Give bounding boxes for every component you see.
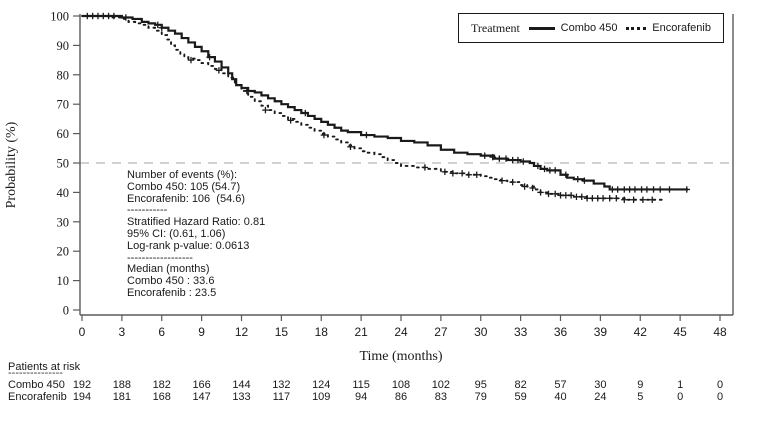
legend-item-combo-450: Combo 450 bbox=[528, 22, 618, 34]
x-tick-label: 24 bbox=[394, 325, 408, 339]
risk-value: 144 bbox=[232, 379, 251, 391]
risk-value: 24 bbox=[594, 391, 607, 403]
risk-value: 82 bbox=[514, 379, 527, 391]
risk-value: 108 bbox=[391, 379, 411, 391]
x-tick-label: 27 bbox=[434, 325, 448, 339]
x-tick-label: 45 bbox=[673, 325, 687, 339]
risk-value: 59 bbox=[514, 391, 527, 403]
x-tick-label: 18 bbox=[315, 325, 329, 339]
risk-value: 0 bbox=[677, 391, 684, 403]
legend-title: Treatment bbox=[471, 20, 520, 35]
y-tick-label: 40 bbox=[57, 186, 70, 200]
x-tick-label: 0 bbox=[79, 325, 86, 339]
y-axis-title: Probability (%) bbox=[4, 121, 19, 209]
x-tick-label: 36 bbox=[554, 325, 568, 339]
x-tick-label: 39 bbox=[594, 325, 608, 339]
legend: Treatment Combo 450 Encorafenib bbox=[458, 13, 724, 43]
risk-value: 0 bbox=[716, 379, 724, 391]
risk-value: 132 bbox=[272, 379, 291, 391]
risk-value: 147 bbox=[192, 391, 211, 403]
x-tick-label: 12 bbox=[235, 325, 249, 339]
risk-table-separator: --------------- bbox=[8, 369, 63, 378]
risk-row-label: Combo 450 bbox=[8, 379, 65, 391]
annotation-line: Log-rank p-value: 0.0613 bbox=[127, 239, 250, 252]
annotation-line: Stratified Hazard Ratio: 0.81 bbox=[127, 216, 266, 229]
risk-value: 79 bbox=[474, 391, 487, 403]
annotation-line: Combo 450: 105 (54.7) bbox=[127, 180, 241, 193]
annotation-line: Encorafenib : 23.5 bbox=[127, 286, 217, 299]
risk-value: 117 bbox=[272, 391, 291, 403]
y-tick-label: 90 bbox=[57, 39, 70, 53]
risk-value: 57 bbox=[554, 379, 567, 391]
annotation-line: ----------- bbox=[127, 204, 168, 217]
risk-value: 182 bbox=[152, 379, 171, 391]
x-tick-label: 33 bbox=[514, 325, 528, 339]
risk-value: 194 bbox=[72, 391, 92, 403]
risk-value: 181 bbox=[112, 391, 132, 403]
annotation-line: Median (months) bbox=[127, 263, 210, 276]
risk-value: 0 bbox=[716, 391, 724, 403]
risk-value: 109 bbox=[312, 391, 331, 403]
x-tick-label: 42 bbox=[634, 325, 648, 339]
annotation-line: Encorafenib: 106 (54.6) bbox=[127, 192, 246, 205]
annotation-line: ------------------ bbox=[127, 251, 193, 264]
risk-value: 133 bbox=[232, 391, 251, 403]
risk-value: 115 bbox=[352, 379, 370, 391]
risk-value: 1 bbox=[677, 379, 684, 391]
risk-value: 40 bbox=[554, 391, 567, 403]
y-tick-label: 30 bbox=[57, 215, 70, 229]
annotation-line: Combo 450 : 33.6 bbox=[127, 275, 215, 288]
risk-value: 86 bbox=[394, 391, 408, 403]
x-tick-label: 15 bbox=[275, 325, 289, 339]
risk-value: 124 bbox=[312, 379, 331, 391]
risk-value: 95 bbox=[474, 379, 487, 391]
y-tick-label: 0 bbox=[63, 304, 69, 318]
solid-line-sample-icon bbox=[528, 26, 555, 30]
risk-value: 83 bbox=[434, 391, 447, 403]
x-tick-label: 21 bbox=[354, 325, 368, 339]
km-curve-combo-450 bbox=[82, 14, 689, 191]
y-tick-label: 60 bbox=[57, 127, 70, 141]
x-tick-label: 3 bbox=[119, 325, 126, 339]
x-tick-label: 9 bbox=[198, 325, 205, 339]
risk-value: 192 bbox=[72, 379, 92, 391]
risk-row-label: Encorafenib bbox=[8, 391, 67, 403]
y-tick-label: 70 bbox=[57, 98, 70, 112]
y-tick-label: 100 bbox=[50, 10, 69, 24]
x-tick-label: 48 bbox=[713, 325, 727, 339]
annotation-line: Number of events (%): bbox=[127, 169, 238, 181]
legend-label-combo-450: Combo 450 bbox=[560, 22, 618, 34]
y-tick-label: 10 bbox=[57, 274, 70, 288]
risk-value: 9 bbox=[637, 379, 644, 391]
risk-value: 102 bbox=[431, 379, 451, 391]
risk-table-title: Patients at risk bbox=[8, 361, 81, 373]
risk-value: 5 bbox=[637, 391, 644, 403]
y-tick-label: 20 bbox=[57, 245, 70, 259]
legend-label-encorafenib: Encorafenib bbox=[652, 22, 711, 34]
x-tick-label: 6 bbox=[158, 325, 165, 339]
risk-value: 188 bbox=[112, 379, 132, 391]
risk-value: 94 bbox=[355, 391, 368, 403]
x-tick-label: 30 bbox=[474, 325, 488, 339]
legend-item-encorafenib: Encorafenib bbox=[626, 22, 711, 34]
y-tick-label: 80 bbox=[57, 68, 70, 82]
risk-value: 168 bbox=[152, 391, 171, 403]
statistics-annotation: Number of events (%): Combo 450: 105 (54.… bbox=[127, 169, 266, 300]
risk-value: 30 bbox=[594, 379, 607, 391]
annotation-line: 95% CI: (0.61, 1.06) bbox=[127, 227, 226, 240]
y-tick-label: 50 bbox=[57, 157, 70, 171]
risk-value: 166 bbox=[192, 379, 211, 391]
dotted-line-sample-icon bbox=[626, 26, 647, 30]
x-axis-title: Time (months) bbox=[359, 349, 443, 364]
